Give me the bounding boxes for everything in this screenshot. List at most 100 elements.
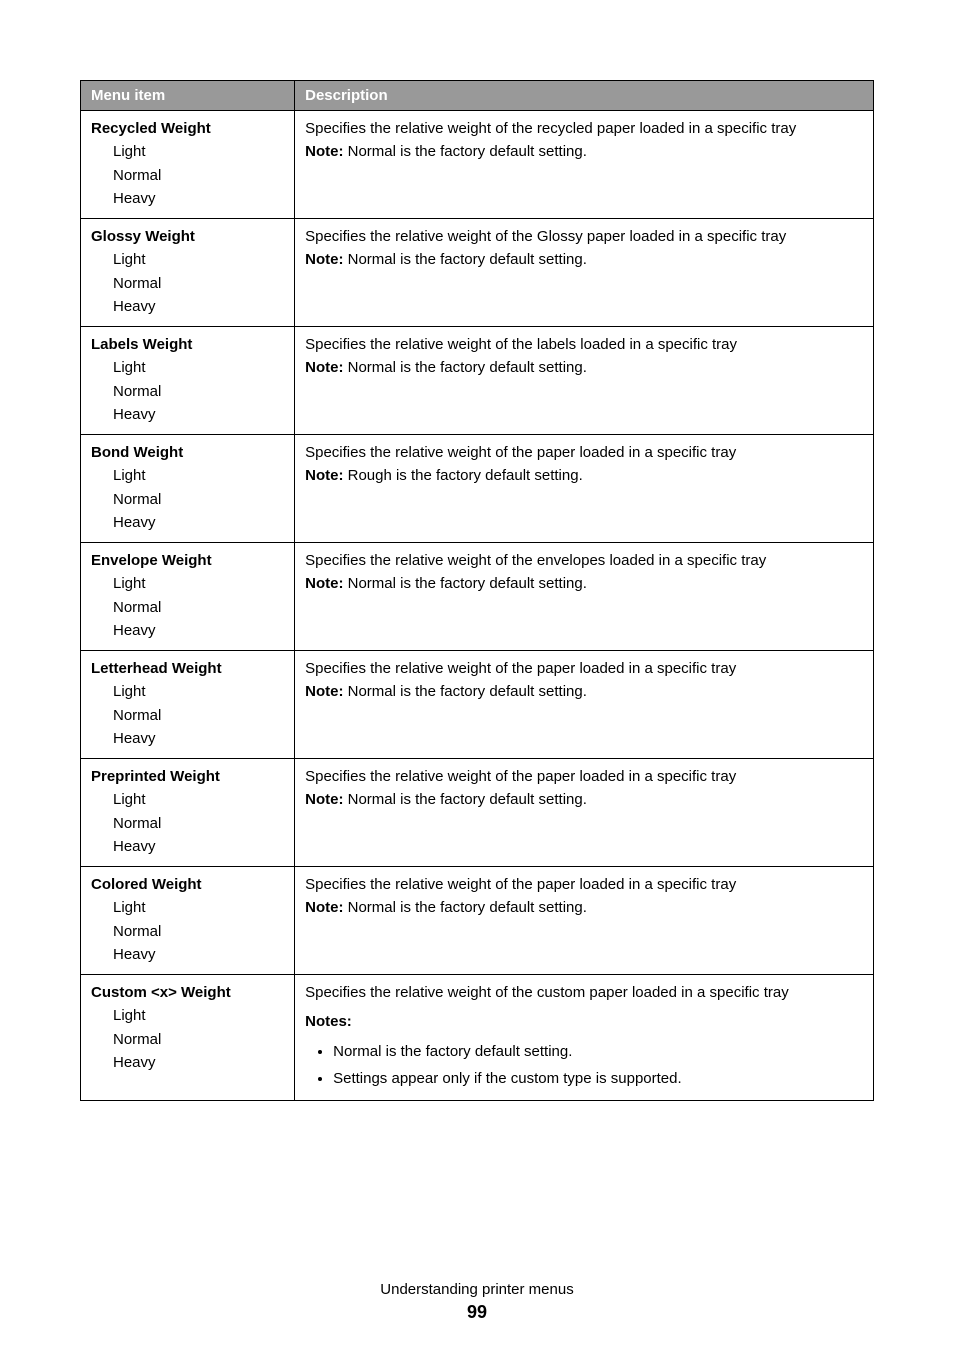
note-bullet: Settings appear only if the custom type … xyxy=(333,1065,863,1092)
menu-option: Heavy xyxy=(113,511,284,534)
menu-item-title: Colored Weight xyxy=(91,873,284,896)
note-text: Normal is the factory default setting. xyxy=(343,575,586,592)
menu-item-cell: Recycled WeightLightNormalHeavy xyxy=(81,111,295,219)
note-label: Note: xyxy=(305,575,343,592)
description-cell: Specifies the relative weight of the cus… xyxy=(295,975,874,1101)
table-row: Letterhead WeightLightNormalHeavy Specifi… xyxy=(81,651,874,759)
description-text: Specifies the relative weight of the pap… xyxy=(305,441,863,464)
col-header-desc: Description xyxy=(295,81,874,111)
note-text: Rough is the factory default setting. xyxy=(343,467,582,484)
note-line: Note: Normal is the factory default sett… xyxy=(305,896,863,919)
description-text: Specifies the relative weight of the Glo… xyxy=(305,225,863,248)
menu-option: Heavy xyxy=(113,403,284,426)
description-text: Specifies the relative weight of the pap… xyxy=(305,765,863,788)
notes-label: Notes: xyxy=(305,1010,863,1033)
table-row: Custom <x> WeightLightNormalHeavy Specifi… xyxy=(81,975,874,1101)
page-footer: Understanding printer menus 99 xyxy=(80,1281,874,1323)
description-text: Specifies the relative weight of the cus… xyxy=(305,981,863,1004)
description-cell: Specifies the relative weight of the rec… xyxy=(295,111,874,219)
menu-option: Normal xyxy=(113,1028,284,1051)
menu-option: Normal xyxy=(113,380,284,403)
note-text: Normal is the factory default setting. xyxy=(343,359,586,376)
description-text: Specifies the relative weight of the lab… xyxy=(305,333,863,356)
description-text: Specifies the relative weight of the pap… xyxy=(305,657,863,680)
menu-option: Light xyxy=(113,356,284,379)
menu-option: Heavy xyxy=(113,1051,284,1074)
menu-option: Heavy xyxy=(113,187,284,210)
note-text: Normal is the factory default setting. xyxy=(343,899,586,916)
menu-item-title: Envelope Weight xyxy=(91,549,284,572)
menu-option: Normal xyxy=(113,596,284,619)
note-line: Note: Normal is the factory default sett… xyxy=(305,572,863,595)
note-line: Note: Normal is the factory default sett… xyxy=(305,140,863,163)
menu-option: Light xyxy=(113,464,284,487)
menu-option: Normal xyxy=(113,920,284,943)
menu-item-title: Preprinted Weight xyxy=(91,765,284,788)
table-row: Glossy WeightLightNormalHeavy Specifies t… xyxy=(81,219,874,327)
menu-item-title: Bond Weight xyxy=(91,441,284,464)
table-row: Recycled WeightLightNormalHeavy Specifies… xyxy=(81,111,874,219)
description-cell: Specifies the relative weight of the Glo… xyxy=(295,219,874,327)
col-header-menu: Menu item xyxy=(81,81,295,111)
note-label: Note: xyxy=(305,899,343,916)
menu-item-title: Glossy Weight xyxy=(91,225,284,248)
menu-item-title: Recycled Weight xyxy=(91,117,284,140)
menu-option: Heavy xyxy=(113,295,284,318)
menu-item-title: Custom <x> Weight xyxy=(91,981,284,1004)
note-line: Note: Normal is the factory default sett… xyxy=(305,248,863,271)
description-cell: Specifies the relative weight of the pap… xyxy=(295,867,874,975)
footer-section-title: Understanding printer menus xyxy=(80,1281,874,1298)
table-header-row: Menu item Description xyxy=(81,81,874,111)
menu-option: Light xyxy=(113,1004,284,1027)
note-line: Note: Normal is the factory default sett… xyxy=(305,356,863,379)
paper-weight-table: Menu item Description Recycled WeightLig… xyxy=(80,80,874,1101)
note-label: Note: xyxy=(305,251,343,268)
menu-option: Light xyxy=(113,140,284,163)
menu-item-title: Letterhead Weight xyxy=(91,657,284,680)
note-text: Normal is the factory default setting. xyxy=(343,251,586,268)
notes-list: Normal is the factory default setting.Se… xyxy=(305,1038,863,1093)
description-text: Specifies the relative weight of the pap… xyxy=(305,873,863,896)
menu-option: Light xyxy=(113,572,284,595)
description-text: Specifies the relative weight of the env… xyxy=(305,549,863,572)
page-number: 99 xyxy=(80,1302,874,1323)
menu-option: Heavy xyxy=(113,727,284,750)
note-bullet: Normal is the factory default setting. xyxy=(333,1038,863,1065)
menu-option: Normal xyxy=(113,164,284,187)
note-text: Normal is the factory default setting. xyxy=(343,683,586,700)
menu-option: Normal xyxy=(113,272,284,295)
menu-option: Normal xyxy=(113,704,284,727)
note-text: Normal is the factory default setting. xyxy=(343,143,586,160)
note-label: Note: xyxy=(305,467,343,484)
menu-option: Light xyxy=(113,248,284,271)
note-label: Note: xyxy=(305,791,343,808)
menu-option: Heavy xyxy=(113,943,284,966)
note-label: Note: xyxy=(305,359,343,376)
menu-item-title: Labels Weight xyxy=(91,333,284,356)
description-cell: Specifies the relative weight of the pap… xyxy=(295,651,874,759)
menu-option: Heavy xyxy=(113,619,284,642)
menu-option: Light xyxy=(113,896,284,919)
description-cell: Specifies the relative weight of the pap… xyxy=(295,759,874,867)
note-text: Normal is the factory default setting. xyxy=(343,791,586,808)
description-text: Specifies the relative weight of the rec… xyxy=(305,117,863,140)
menu-item-cell: Letterhead WeightLightNormalHeavy xyxy=(81,651,295,759)
menu-item-cell: Envelope WeightLightNormalHeavy xyxy=(81,543,295,651)
description-cell: Specifies the relative weight of the lab… xyxy=(295,327,874,435)
description-cell: Specifies the relative weight of the env… xyxy=(295,543,874,651)
table-row: Bond WeightLightNormalHeavy Specifies the… xyxy=(81,435,874,543)
note-line: Note: Rough is the factory default setti… xyxy=(305,464,863,487)
table-row: Envelope WeightLightNormalHeavy Specifies… xyxy=(81,543,874,651)
menu-item-cell: Glossy WeightLightNormalHeavy xyxy=(81,219,295,327)
menu-item-cell: Custom <x> WeightLightNormalHeavy xyxy=(81,975,295,1101)
menu-option: Heavy xyxy=(113,835,284,858)
note-label: Note: xyxy=(305,143,343,160)
menu-item-cell: Preprinted WeightLightNormalHeavy xyxy=(81,759,295,867)
menu-option: Normal xyxy=(113,488,284,511)
note-line: Note: Normal is the factory default sett… xyxy=(305,680,863,703)
menu-option: Light xyxy=(113,788,284,811)
menu-item-cell: Colored WeightLightNormalHeavy xyxy=(81,867,295,975)
description-cell: Specifies the relative weight of the pap… xyxy=(295,435,874,543)
table-row: Preprinted WeightLightNormalHeavy Specifi… xyxy=(81,759,874,867)
note-label: Note: xyxy=(305,683,343,700)
